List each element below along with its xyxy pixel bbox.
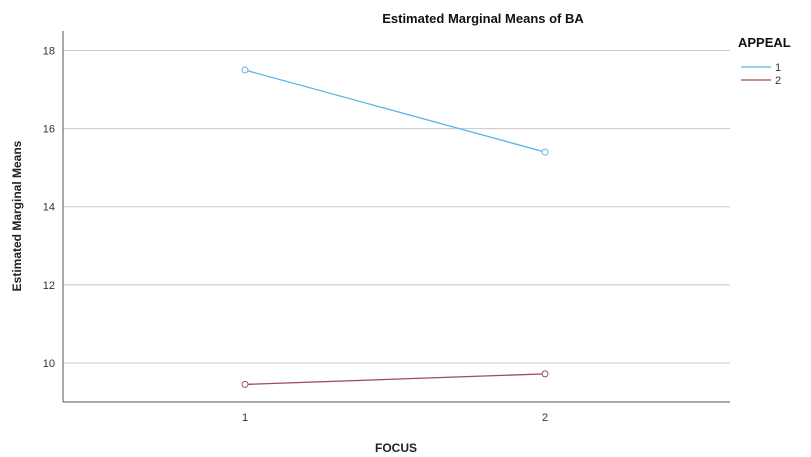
y-tick-label: 18 bbox=[43, 46, 55, 58]
y-axis-title: Estimated Marginal Means bbox=[10, 140, 24, 291]
legend: APPEAL 12 bbox=[738, 35, 791, 87]
x-tick-label: 1 bbox=[242, 412, 248, 424]
legend-label-2: 2 bbox=[775, 75, 781, 87]
series-line-2 bbox=[244, 373, 546, 386]
legend-items: 12 bbox=[741, 62, 781, 87]
y-axis-ticks: 10 12 14 16 18 bbox=[43, 46, 55, 370]
data-point-series-1-1 bbox=[241, 66, 249, 74]
legend-label-1: 1 bbox=[775, 62, 781, 74]
y-tick-label: 16 bbox=[43, 124, 55, 136]
data-point-series-2-1 bbox=[241, 380, 249, 388]
y-tick-label: 14 bbox=[43, 202, 55, 214]
series-line-1 bbox=[244, 69, 546, 153]
data-point-series-1-2 bbox=[541, 148, 549, 156]
x-axis-title: FOCUS bbox=[375, 441, 417, 455]
x-tick-label: 2 bbox=[542, 412, 548, 424]
legend-title: APPEAL bbox=[738, 35, 791, 50]
gridlines bbox=[63, 50, 730, 364]
data-point-series-2-2 bbox=[541, 370, 549, 378]
chart-title: Estimated Marginal Means of BA bbox=[382, 11, 584, 26]
series-layer bbox=[241, 66, 549, 388]
y-tick-label: 10 bbox=[43, 358, 55, 370]
y-tick-label: 12 bbox=[43, 280, 55, 292]
